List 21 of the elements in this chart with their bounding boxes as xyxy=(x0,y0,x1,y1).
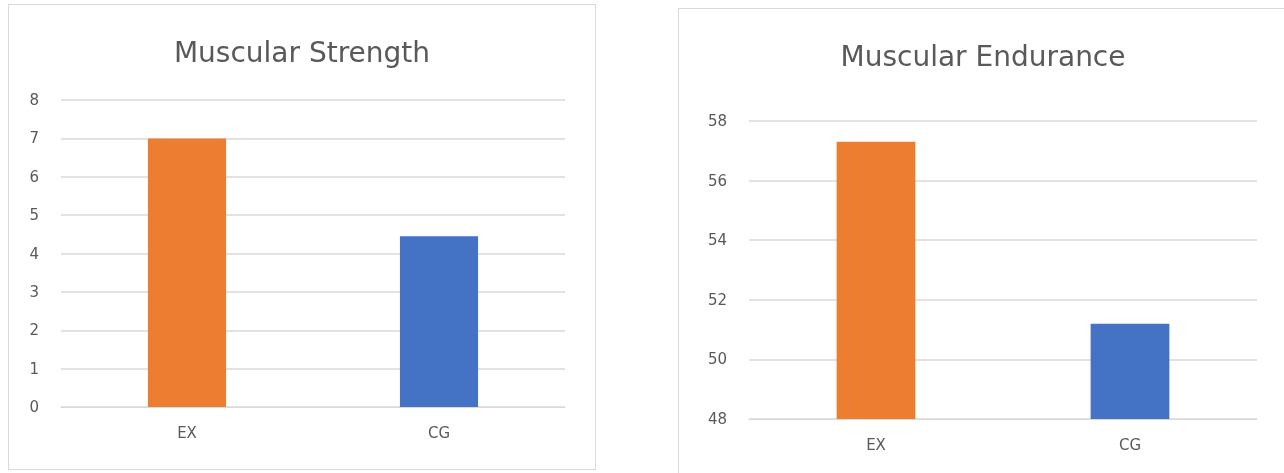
y-tick-label: 0 xyxy=(29,398,39,416)
chart-title: Muscular Endurance xyxy=(840,39,1126,73)
y-tick-label: 56 xyxy=(707,171,727,190)
chart-title: Muscular Strength xyxy=(173,35,431,69)
y-tick-label: 58 xyxy=(707,112,727,130)
x-tick-label: EX xyxy=(866,435,886,454)
y-tick-label: 6 xyxy=(29,167,39,186)
y-tick-label: 2 xyxy=(29,321,39,340)
y-tick-label: 8 xyxy=(29,91,39,109)
y-tick-label: 52 xyxy=(707,290,727,309)
y-tick-label: 7 xyxy=(29,129,39,148)
x-tick-label: EX xyxy=(177,423,197,442)
y-tick-label: 48 xyxy=(707,410,727,428)
y-tick-label: 1 xyxy=(29,359,39,378)
y-tick-label: 4 xyxy=(29,244,39,263)
y-tick-label: 3 xyxy=(29,282,39,301)
x-tick-label: CG xyxy=(1118,435,1142,454)
y-tick-label: 5 xyxy=(29,206,39,225)
y-tick-label: 50 xyxy=(707,350,727,369)
x-tick-label: CG xyxy=(427,423,451,442)
y-tick-label: 54 xyxy=(707,231,727,250)
